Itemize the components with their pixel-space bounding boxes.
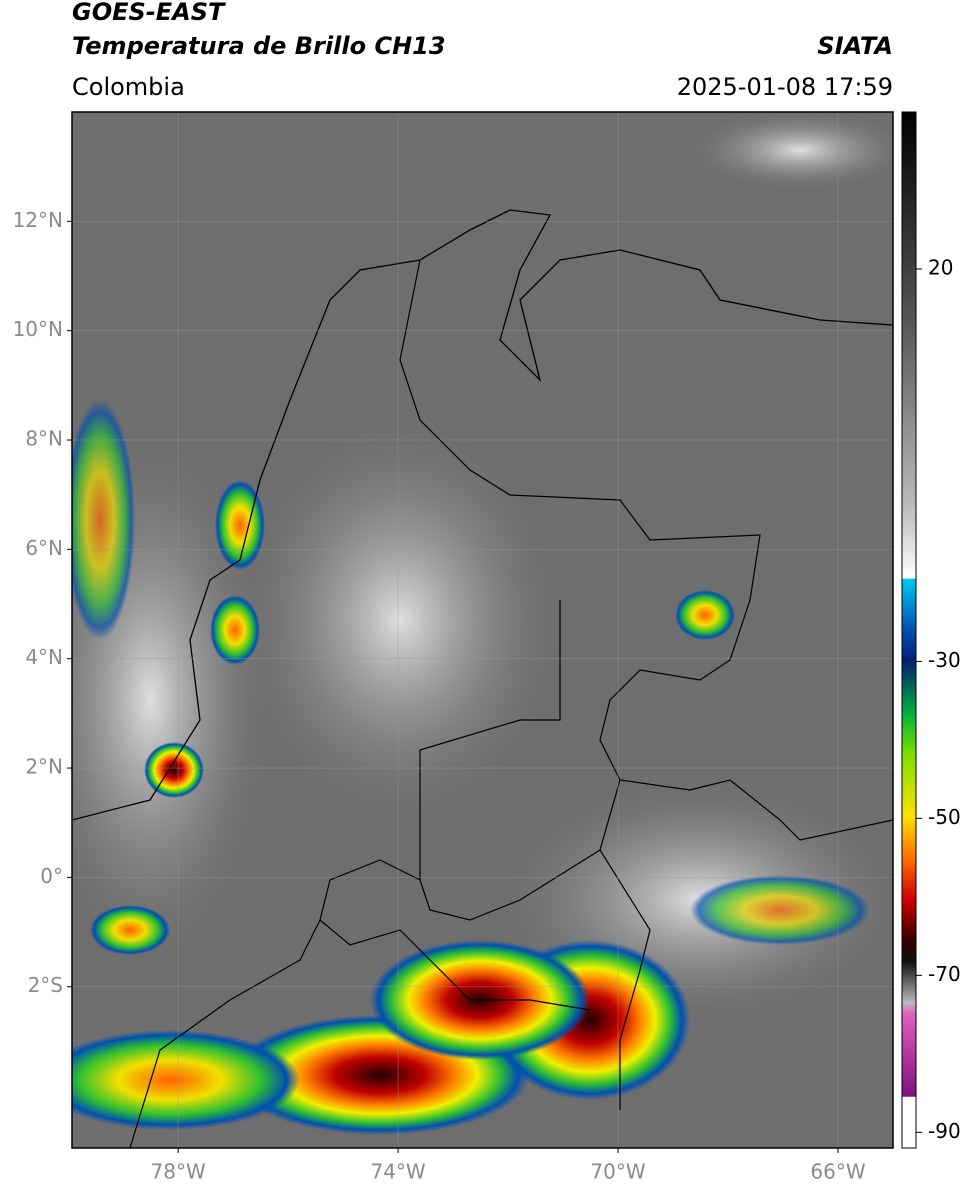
storm (675, 590, 735, 640)
colorbar-tick-label: -90 (928, 1119, 961, 1143)
cloud (240, 420, 560, 820)
lat-tick-label: 0° (40, 864, 63, 888)
lon-tick-label: 78°W (151, 1160, 206, 1184)
storm (690, 875, 870, 945)
lat-tick-label: 2°S (28, 973, 63, 997)
storm (72, 400, 135, 640)
lon-tick-label: 74°W (370, 1160, 425, 1184)
satellite-image (72, 112, 893, 1148)
lat-tick-label: 12°N (13, 208, 63, 232)
storm (210, 595, 260, 665)
coastline (72, 209, 893, 821)
lat-tick-label: 6°N (25, 536, 63, 560)
datetime: 2025-01-08 17:59 (677, 73, 893, 101)
satellite: GOES-EAST (72, 0, 226, 26)
lat-tick-label: 2°N (25, 755, 63, 779)
border (129, 259, 893, 1148)
graticule (72, 112, 893, 1148)
colorbar-tick-label: 20 (928, 255, 953, 279)
storm (90, 905, 170, 955)
cloud (690, 112, 893, 190)
storm (144, 742, 204, 798)
region: Colombia (72, 73, 185, 101)
lon-tick-label: 66°W (810, 1160, 865, 1184)
product: Temperatura de Brillo CH13 (72, 32, 446, 60)
colorbar-tick-label: -70 (928, 962, 961, 986)
lat-tick-label: 10°N (13, 317, 63, 341)
lat-tick-label: 4°N (25, 645, 63, 669)
storm (72, 1030, 300, 1130)
map-frame (71, 111, 894, 1149)
lon-tick-label: 70°W (590, 1160, 645, 1184)
storm (215, 480, 265, 570)
tick-labels: 12°N 10°N 8°N 6°N 4°N 2°N 0° 2°S 78°W 74°W 70°W 66°… (13, 208, 961, 1184)
source: SIATA (817, 32, 893, 60)
colorbar-tick-label: -50 (928, 805, 961, 829)
colorbar-tick-label: -30 (928, 648, 961, 672)
colorbar (901, 111, 917, 1149)
lat-tick-label: 8°N (25, 427, 63, 451)
